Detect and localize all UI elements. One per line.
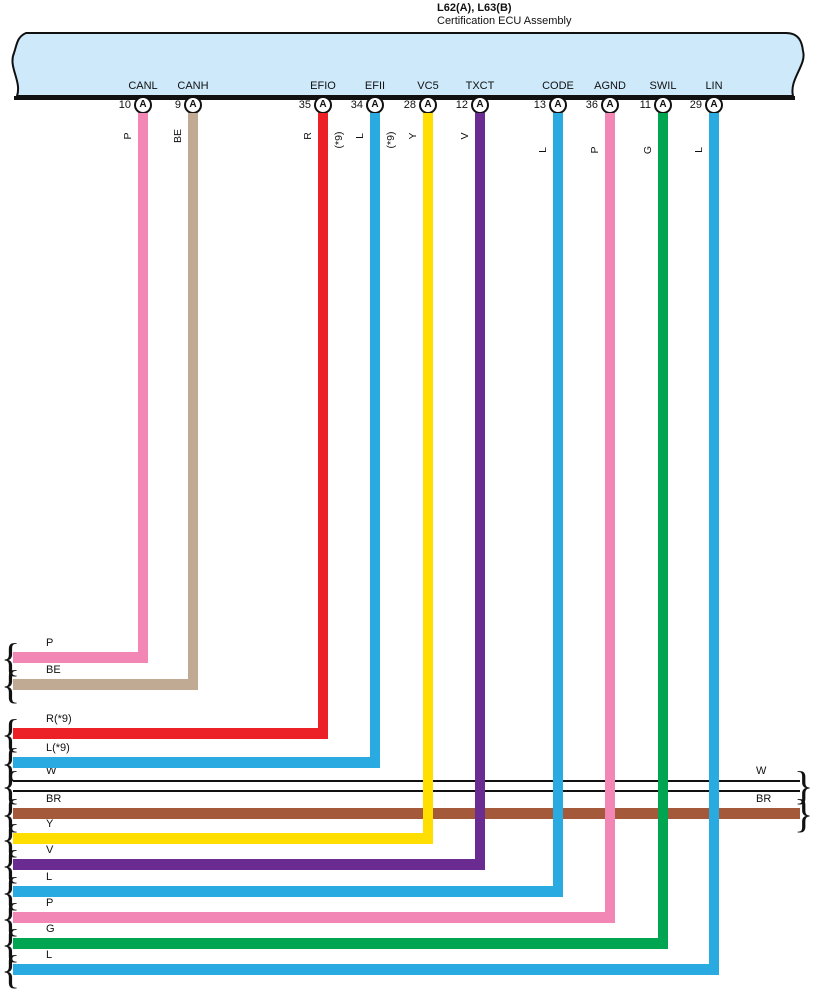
pin-canl-label: CANL xyxy=(128,80,158,92)
pin-efii-number: 34 xyxy=(350,99,363,111)
pin-code-horizontal-wire xyxy=(13,886,563,897)
pin-txct-terminal-circle: A xyxy=(471,96,489,114)
pin-agnd-terminal-circle: A xyxy=(601,96,619,114)
bus-br-left-label: BR xyxy=(46,793,62,805)
pin-efio-wire-note: (*9) xyxy=(333,131,345,149)
pin-lin-continuation-brace: { xyxy=(1,947,21,990)
pin-swil-terminal-circle: A xyxy=(654,96,672,114)
pin-efii-exit-label: L(*9) xyxy=(46,742,70,754)
pin-lin-horizontal-wire xyxy=(13,964,719,975)
pin-canl-vertical-wire xyxy=(138,113,148,663)
pin-canh-terminal-circle: A xyxy=(184,96,202,114)
bus-br-right-continuation-brace: } xyxy=(794,790,814,836)
pin-lin-wire-code: L xyxy=(693,147,705,153)
bus-br-wire xyxy=(13,808,800,819)
pin-canl-wire-code: P xyxy=(122,132,134,140)
pin-vc5-terminal-circle: A xyxy=(419,96,437,114)
pin-canl-continuation-brace: { xyxy=(1,635,21,680)
pin-efio-exit-label: R(*9) xyxy=(46,713,72,725)
pin-canh-wire-code: BE xyxy=(172,129,184,144)
bus-w-right-label: W xyxy=(756,765,767,777)
pin-lin-vertical-wire xyxy=(709,113,719,975)
pin-vc5-wire-code: Y xyxy=(407,132,419,140)
pin-swil-wire-code: G xyxy=(642,145,654,155)
pin-canh-number: 9 xyxy=(174,99,181,111)
pin-canh-horizontal-wire xyxy=(13,679,198,690)
pin-vc5-label: VC5 xyxy=(417,80,439,92)
pin-txct-number: 12 xyxy=(455,99,468,111)
pin-code-number: 13 xyxy=(533,99,546,111)
pin-canl-horizontal-wire xyxy=(13,652,148,663)
bus-w-left-label: W xyxy=(46,765,57,777)
pin-txct-wire-code: V xyxy=(459,132,471,140)
bus-w-wire xyxy=(13,780,800,792)
pin-lin-terminal-circle: A xyxy=(705,96,723,114)
pin-efii-vertical-wire xyxy=(370,113,380,768)
pin-code-terminal-circle: A xyxy=(549,96,567,114)
pin-lin-number: 29 xyxy=(689,99,702,111)
pin-swil-number: 11 xyxy=(639,99,651,111)
pin-agnd-exit-label: P xyxy=(46,897,54,909)
pin-canh-label: CANH xyxy=(177,80,209,92)
pin-swil-horizontal-wire xyxy=(13,938,668,949)
pin-efio-wire-code: R xyxy=(302,132,314,140)
pin-vc5-number: 28 xyxy=(403,99,416,111)
pin-efio-label: EFIO xyxy=(310,80,336,92)
pin-code-continuation-brace: { xyxy=(1,869,21,914)
pin-canh-vertical-wire xyxy=(188,113,198,690)
pin-canl-number: 10 xyxy=(118,99,131,111)
pin-efii-label: EFII xyxy=(364,80,386,92)
pin-agnd-wire-code: P xyxy=(589,146,601,154)
pin-txct-exit-label: V xyxy=(46,844,54,856)
pin-code-label: CODE xyxy=(542,80,574,92)
pin-swil-label: SWIL xyxy=(649,80,677,92)
connector-description: Certification ECU Assembly xyxy=(437,15,572,27)
pin-efii-wire-note: (*9) xyxy=(385,131,397,149)
pin-lin-exit-label: L xyxy=(46,949,53,961)
pin-canh-continuation-brace: { xyxy=(1,662,21,707)
pin-agnd-number: 36 xyxy=(585,99,598,111)
pin-efii-terminal-circle: A xyxy=(366,96,384,114)
pin-vc5-vertical-wire xyxy=(423,113,433,844)
pin-agnd-continuation-brace: { xyxy=(1,895,21,940)
pin-txct-continuation-brace: { xyxy=(1,842,21,887)
pin-efio-terminal-circle: A xyxy=(314,96,332,114)
pin-txct-label: TXCT xyxy=(465,80,495,92)
pin-code-wire-code: L xyxy=(537,147,549,153)
pin-agnd-vertical-wire xyxy=(605,113,615,923)
pin-efio-number: 35 xyxy=(298,99,311,111)
pin-swil-vertical-wire xyxy=(658,113,668,949)
pin-agnd-horizontal-wire xyxy=(13,912,615,923)
pin-efio-horizontal-wire xyxy=(13,728,328,739)
pin-canl-exit-label: P xyxy=(46,637,54,649)
pin-canh-exit-label: BE xyxy=(46,664,61,676)
pin-agnd-label: AGND xyxy=(594,80,626,92)
pin-vc5-exit-label: Y xyxy=(46,818,54,830)
pin-efio-continuation-brace: { xyxy=(1,711,21,756)
pin-swil-continuation-brace: { xyxy=(1,921,21,966)
bus-w-right-continuation-brace: } xyxy=(794,763,814,808)
pin-lin-label: LIN xyxy=(705,80,723,92)
pin-txct-horizontal-wire xyxy=(13,859,485,870)
pin-code-exit-label: L xyxy=(46,871,53,883)
pin-vc5-continuation-brace: { xyxy=(1,816,21,861)
pin-efii-wire-code: L xyxy=(354,133,366,139)
bus-w-left-continuation-brace: { xyxy=(1,763,21,808)
bus-br-right-label: BR xyxy=(756,793,772,805)
bus-br-left-continuation-brace: { xyxy=(1,790,21,836)
pin-canl-terminal-circle: A xyxy=(134,96,152,114)
pin-vc5-horizontal-wire xyxy=(13,833,433,844)
diagram-title: L62(A), L63(B) Certification ECU Assembl… xyxy=(437,2,572,28)
pin-efio-vertical-wire xyxy=(318,113,328,739)
pin-code-vertical-wire xyxy=(553,113,563,897)
pin-swil-exit-label: G xyxy=(46,923,55,935)
pin-efii-continuation-brace: { xyxy=(1,740,21,785)
pin-efii-horizontal-wire xyxy=(13,757,380,768)
pin-txct-vertical-wire xyxy=(475,113,485,870)
connector-id: L62(A), L63(B) xyxy=(437,2,512,14)
